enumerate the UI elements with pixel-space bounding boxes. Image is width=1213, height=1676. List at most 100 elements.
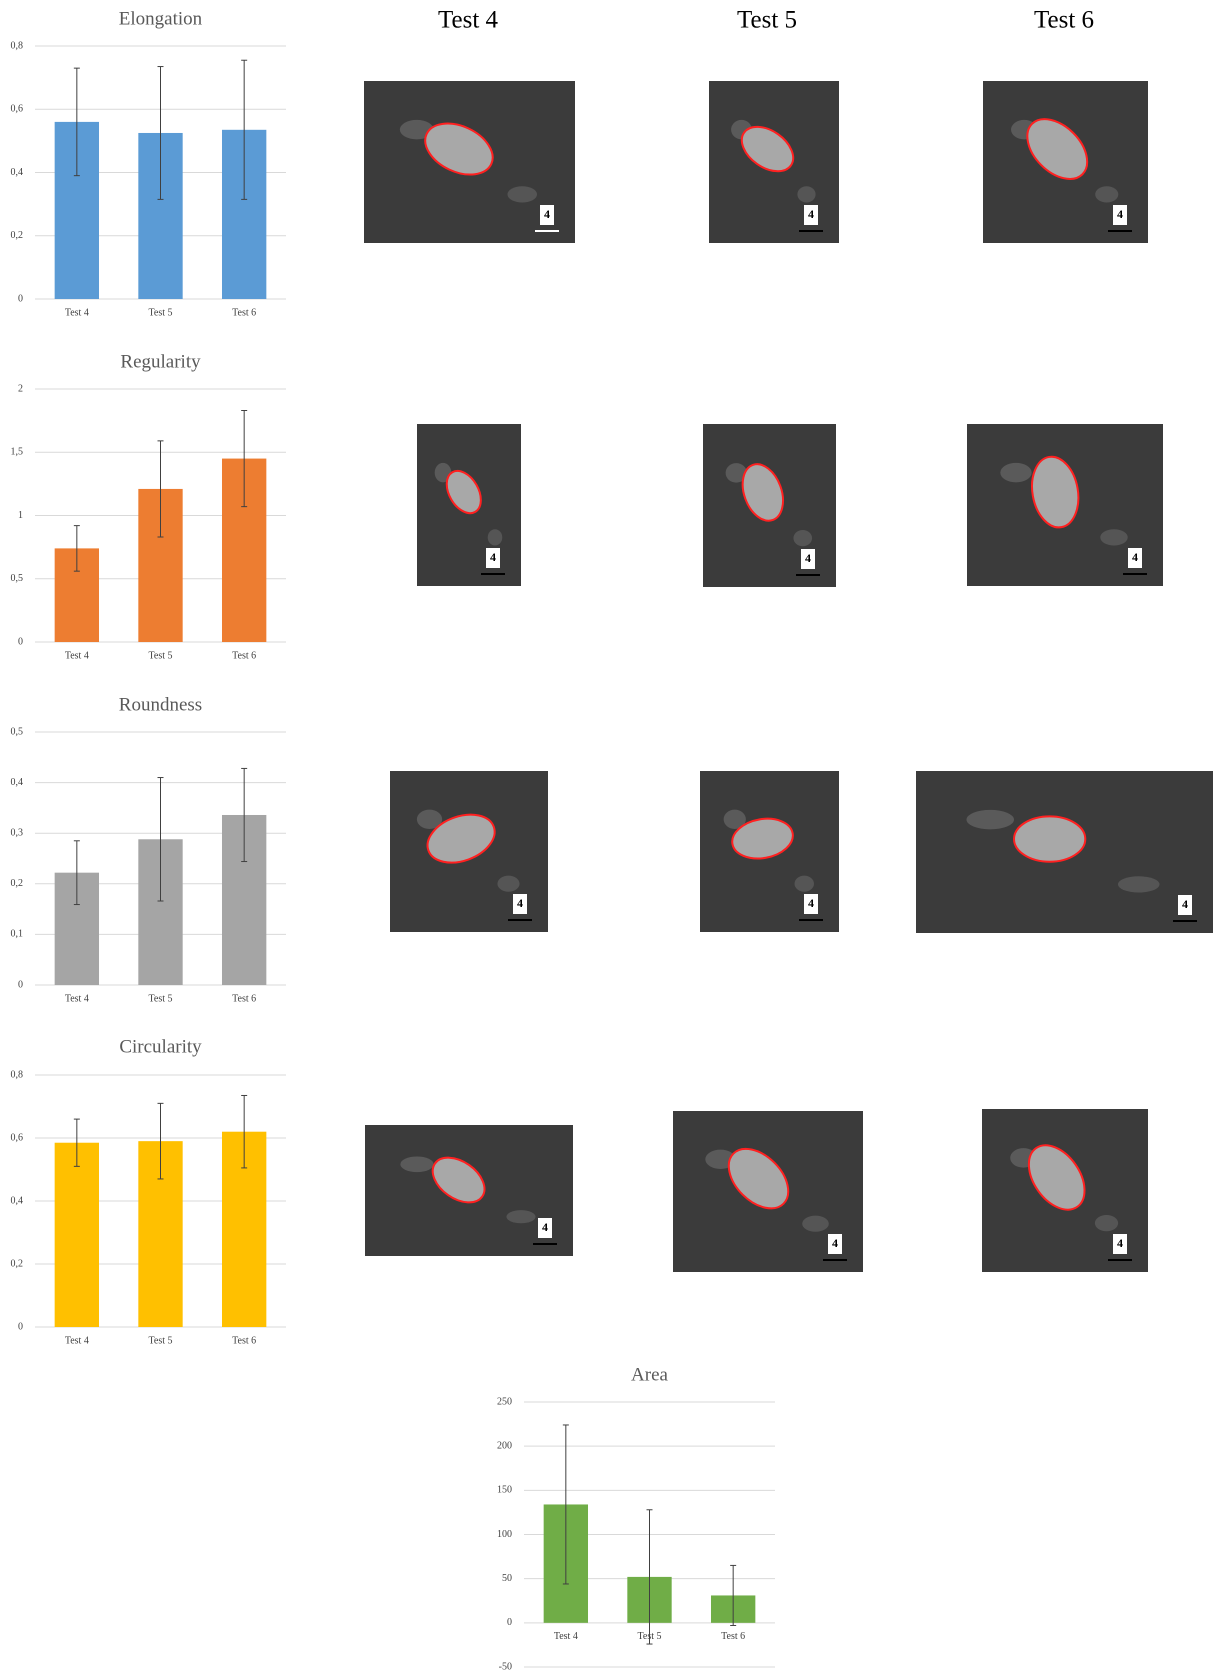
particle <box>740 125 795 173</box>
texture <box>794 875 814 892</box>
scale-label: 4 <box>832 1236 838 1250</box>
x-tick-label: Test 4 <box>65 1335 89 1346</box>
particle <box>741 463 785 522</box>
scale-label-box <box>1113 1234 1127 1254</box>
y-tick-label: 0,1 <box>11 929 24 940</box>
y-tick-label: 0,6 <box>11 104 24 115</box>
scale-label: 4 <box>808 896 814 910</box>
x-tick-label: Test 5 <box>148 650 172 661</box>
y-tick-label: 150 <box>497 1485 512 1496</box>
scale-label-box <box>486 548 500 568</box>
scale-label: 4 <box>1117 207 1123 221</box>
y-tick-label: 100 <box>497 1529 512 1540</box>
y-tick-label: 0 <box>18 293 23 304</box>
texture <box>797 186 816 203</box>
y-tick-label: 0,8 <box>11 1069 24 1080</box>
y-tick-label: 1,5 <box>11 447 24 458</box>
y-tick-label: 50 <box>502 1573 512 1584</box>
texture <box>1095 186 1119 203</box>
y-tick-label: 0,2 <box>11 878 24 889</box>
x-tick-label: Test 5 <box>148 307 172 318</box>
particle <box>727 1147 790 1210</box>
scale-label-box <box>538 1218 552 1238</box>
y-tick-label: 0,3 <box>11 827 24 838</box>
x-tick-label: Test 6 <box>232 307 256 318</box>
y-tick-label: 0 <box>18 1321 23 1332</box>
texture <box>399 119 434 140</box>
x-tick-label: Test 5 <box>148 1335 172 1346</box>
y-tick-label: 0,2 <box>11 1258 24 1269</box>
column-header: Test 4 <box>438 7 499 34</box>
chart-title: Elongation <box>119 8 203 29</box>
scale-label: 4 <box>805 551 811 565</box>
x-tick-label: Test 5 <box>148 993 172 1004</box>
particle <box>731 817 794 860</box>
scale-label: 4 <box>517 896 523 910</box>
y-tick-label: 250 <box>497 1396 512 1407</box>
texture <box>507 186 538 203</box>
y-tick-label: 0,5 <box>11 573 24 584</box>
y-tick-label: 0,4 <box>11 777 24 788</box>
y-tick-label: 0,2 <box>11 230 24 241</box>
scale-label: 4 <box>544 207 550 221</box>
scale-label-box <box>1178 895 1192 915</box>
texture <box>506 1210 536 1224</box>
y-tick-label: 200 <box>497 1440 512 1451</box>
scale-label-box <box>804 894 818 914</box>
texture <box>1094 1214 1119 1232</box>
y-tick-label: 1 <box>18 510 23 521</box>
particle <box>426 813 496 864</box>
texture <box>416 809 443 829</box>
y-tick-label: -50 <box>499 1661 512 1672</box>
texture <box>793 529 813 547</box>
x-tick-label: Test 4 <box>65 650 89 661</box>
particle <box>1031 455 1080 529</box>
y-tick-label: 0 <box>18 979 23 990</box>
particle <box>1013 815 1087 863</box>
texture <box>1117 876 1160 893</box>
scale-label-box <box>540 205 554 225</box>
particle <box>431 1156 486 1204</box>
y-tick-label: 0,5 <box>11 726 24 737</box>
texture <box>1100 529 1128 546</box>
x-tick-label: Test 5 <box>637 1631 661 1642</box>
texture <box>400 1156 434 1173</box>
scale-label-box <box>1113 205 1127 225</box>
texture <box>487 529 503 546</box>
particle <box>1027 1144 1086 1211</box>
y-tick-label: 0 <box>507 1617 512 1628</box>
texture <box>966 809 1015 830</box>
scale-label-box <box>513 894 527 914</box>
chart-title: Area <box>631 1364 668 1385</box>
column-header: Test 6 <box>1034 7 1094 34</box>
x-tick-label: Test 4 <box>554 1631 578 1642</box>
y-tick-label: 0,4 <box>11 167 24 178</box>
scale-label: 4 <box>1132 550 1138 564</box>
texture <box>1000 462 1032 483</box>
scale-label-box <box>828 1234 842 1254</box>
texture <box>497 875 520 892</box>
scale-label: 4 <box>490 550 496 564</box>
particle <box>1026 118 1089 180</box>
chart-title: Roundness <box>119 694 202 715</box>
scale-label-box <box>801 549 815 569</box>
y-tick-label: 0,4 <box>11 1195 24 1206</box>
scale-label-box <box>1128 548 1142 568</box>
particle <box>424 122 494 176</box>
column-header: Test 5 <box>737 7 797 34</box>
y-tick-label: 0,8 <box>11 40 24 51</box>
particle <box>445 469 482 515</box>
x-tick-label: Test 6 <box>721 1631 745 1642</box>
x-tick-label: Test 4 <box>65 307 89 318</box>
y-tick-label: 0 <box>18 636 23 647</box>
scale-label-box <box>804 205 818 225</box>
chart-title: Circularity <box>119 1036 202 1057</box>
scale-label: 4 <box>1117 1236 1123 1250</box>
chart-title: Regularity <box>120 351 201 372</box>
x-tick-label: Test 6 <box>232 650 256 661</box>
y-tick-label: 0,6 <box>11 1132 24 1143</box>
bar <box>54 1142 100 1327</box>
x-tick-label: Test 6 <box>232 993 256 1004</box>
texture <box>725 463 747 483</box>
